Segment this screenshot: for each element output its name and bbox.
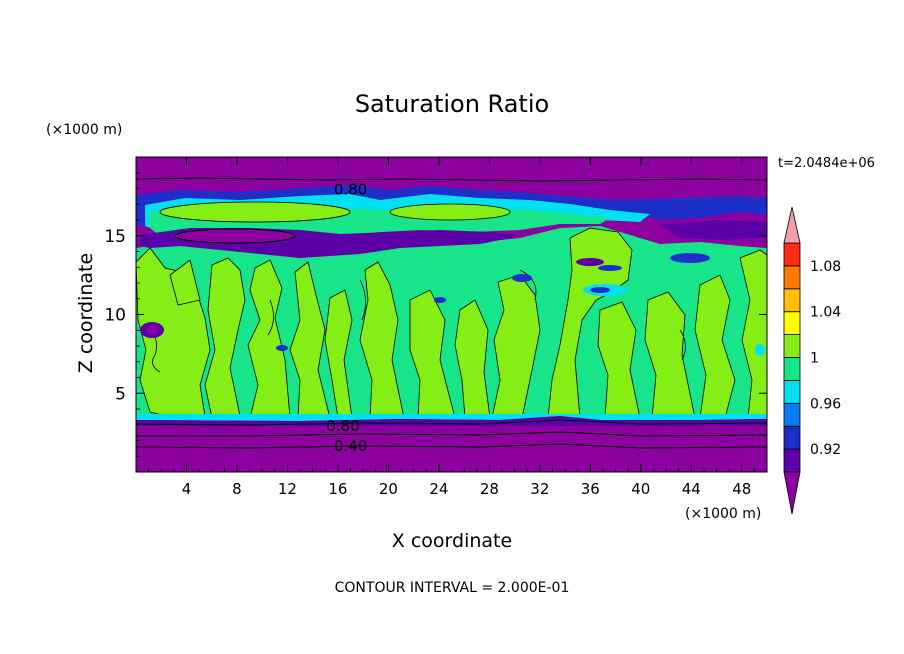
x-tick-label: 48	[732, 480, 751, 498]
x-tick-label: 40	[631, 480, 650, 498]
top-lens-mid	[389, 203, 511, 221]
contour-label: 0.80	[326, 417, 359, 435]
colorbar-label: 1.04	[810, 305, 841, 321]
x-axis: 4 8 12 16 20 24 28 32 36 40 44 48	[148, 157, 755, 498]
colorbar-label: 0.96	[810, 396, 841, 412]
x-tick-label: 28	[480, 480, 499, 498]
x-axis-title: X coordinate	[392, 530, 512, 552]
x-tick-label: 4	[182, 480, 192, 498]
colorbar-box	[783, 242, 801, 267]
colorbar-triangle-low	[783, 471, 801, 515]
y-tick-label: 15	[104, 227, 126, 247]
top-lens-left	[159, 201, 351, 223]
contour-labels: 0.80 0.80 0.40	[326, 181, 367, 456]
x-tick-label: 8	[232, 480, 242, 498]
colorbar-box	[783, 448, 801, 473]
contour-interval-footer: CONTOUR INTERVAL = 2.000E-01	[335, 580, 570, 596]
y-tick-label: 5	[115, 384, 126, 404]
y-axis-title: Z coordinate	[75, 253, 97, 373]
colorbar-box	[783, 402, 801, 427]
x-tick-label: 24	[429, 480, 448, 498]
top-contour-line	[136, 177, 767, 182]
colorbar-triangle-high	[783, 206, 801, 244]
top-dark-lens	[174, 228, 296, 244]
plot-field	[136, 157, 767, 472]
colorbar-box	[783, 357, 801, 381]
colorbar-box	[783, 311, 801, 336]
x-tick-label: 12	[278, 480, 297, 498]
time-label: t=2.0484e+06	[778, 156, 875, 171]
bottom-contours	[136, 419, 767, 449]
colorbar-box	[783, 379, 801, 404]
colorbar-label: 1	[810, 351, 819, 367]
x-tick-label: 16	[328, 480, 347, 498]
field-plumes	[136, 179, 767, 419]
x-tick-label: 36	[581, 480, 600, 498]
field-contours	[149, 269, 686, 373]
top-right-dark	[660, 220, 767, 240]
colorbar: 0.92 0.96 1 1.04 1.08	[783, 206, 841, 515]
y-axis: 5 10 15	[104, 172, 767, 457]
contour-label: 0.80	[334, 181, 367, 199]
x-tick-label: 32	[530, 480, 549, 498]
colorbar-label: 0.92	[810, 442, 841, 458]
colorbar-label: 1.08	[810, 259, 841, 275]
y-unit-label: (×1000 m)	[46, 122, 122, 138]
field-patches	[140, 253, 765, 356]
colorbar-box	[783, 265, 801, 290]
colorbar-box	[783, 334, 801, 358]
bottom-band	[136, 416, 767, 472]
bottom-band-dark	[136, 416, 767, 426]
x-tick-label: 20	[379, 480, 398, 498]
colorbar-box	[783, 288, 801, 313]
x-tick-label: 44	[682, 480, 701, 498]
chart-title: Saturation Ratio	[355, 90, 549, 118]
colorbar-box	[783, 425, 801, 450]
contour-label: 0.40	[334, 437, 367, 455]
y-tick-label: 10	[104, 306, 126, 326]
x-unit-label: (×1000 m)	[685, 506, 761, 522]
